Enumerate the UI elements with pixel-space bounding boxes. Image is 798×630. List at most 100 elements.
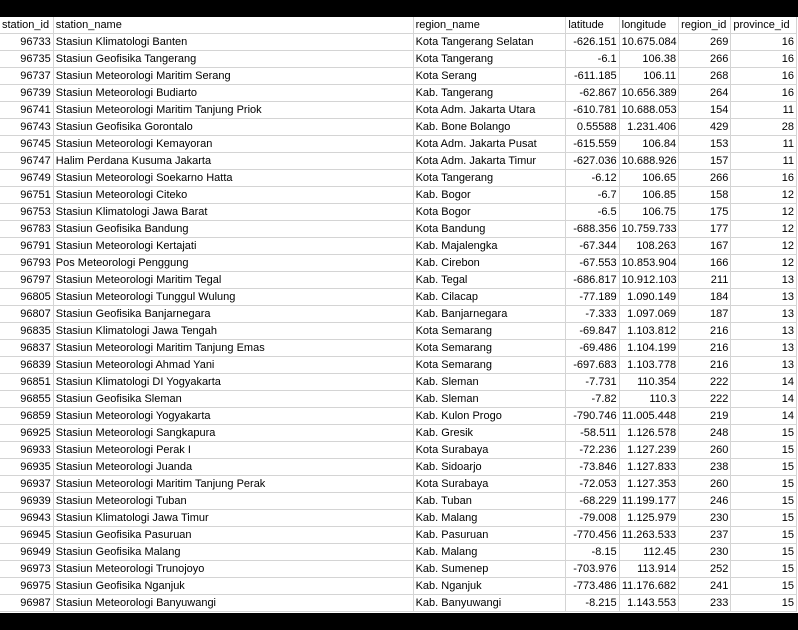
longitude-cell[interactable]: 108.263 [619,237,680,255]
station-id-cell[interactable]: 96735 [0,50,54,68]
longitude-cell[interactable]: 1.126.578 [619,424,680,442]
region-name-cell[interactable]: Kab. Kulon Progo [413,407,567,425]
latitude-cell[interactable]: -58.511 [565,424,620,442]
station-id-cell[interactable]: 96797 [0,271,54,289]
region-name-cell[interactable]: Kab. Bone Bolango [413,118,567,136]
region-name-cell[interactable]: Kota Adm. Jakarta Pusat [413,135,567,153]
region-name-cell[interactable]: Kab. Tangerang [413,84,567,102]
station-id-cell[interactable]: 96943 [0,509,54,527]
station-id-cell[interactable]: 96733 [0,33,54,51]
province-id-cell[interactable]: 15 [730,458,797,476]
latitude-cell[interactable]: -6.1 [565,50,620,68]
longitude-cell[interactable]: 110.354 [619,373,680,391]
region-name-cell[interactable]: Kab. Cilacap [413,288,567,306]
region-id-cell[interactable]: 216 [678,322,732,340]
region-id-cell[interactable]: 153 [678,135,732,153]
longitude-cell[interactable]: 106.85 [619,186,680,204]
header-longitude[interactable]: longitude [619,17,680,34]
station-id-cell[interactable]: 96749 [0,169,54,187]
station-id-cell[interactable]: 96945 [0,526,54,544]
longitude-cell[interactable]: 106.11 [619,67,680,85]
latitude-cell[interactable]: -77.189 [565,288,620,306]
province-id-cell[interactable]: 13 [730,339,797,357]
station-name-cell[interactable]: Stasiun Meteorologi Kemayoran [53,135,414,153]
province-id-cell[interactable]: 11 [730,135,797,153]
longitude-cell[interactable]: 113.914 [619,560,680,578]
station-name-cell[interactable]: Stasiun Meteorologi Maritim Tanjung Pera… [53,475,414,493]
station-name-cell[interactable]: Stasiun Meteorologi Tunggul Wulung [53,288,414,306]
region-id-cell[interactable]: 269 [678,33,732,51]
region-name-cell[interactable]: Kab. Banyuwangi [413,594,567,612]
region-name-cell[interactable]: Kab. Nganjuk [413,577,567,595]
station-name-cell[interactable]: Stasiun Meteorologi Citeko [53,186,414,204]
station-name-cell[interactable]: Stasiun Geofisika Pasuruan [53,526,414,544]
station-name-cell[interactable]: Stasiun Meteorologi Ahmad Yani [53,356,414,374]
region-id-cell[interactable]: 184 [678,288,732,306]
latitude-cell[interactable]: -7.731 [565,373,620,391]
region-id-cell[interactable]: 260 [678,475,732,493]
longitude-cell[interactable]: 10.675.084 [619,33,680,51]
region-name-cell[interactable]: Kab. Malang [413,509,567,527]
region-name-cell[interactable]: Kota Serang [413,67,567,85]
latitude-cell[interactable]: -703.976 [565,560,620,578]
latitude-cell[interactable]: -610.781 [565,101,620,119]
region-name-cell[interactable]: Kota Semarang [413,322,567,340]
region-name-cell[interactable]: Kab. Cirebon [413,254,567,272]
station-name-cell[interactable]: Stasiun Meteorologi Maritim Tegal [53,271,414,289]
province-id-cell[interactable]: 12 [730,237,797,255]
region-name-cell[interactable]: Kota Adm. Jakarta Timur [413,152,567,170]
station-name-cell[interactable]: Stasiun Geofisika Nganjuk [53,577,414,595]
region-id-cell[interactable]: 230 [678,543,732,561]
province-id-cell[interactable]: 15 [730,560,797,578]
station-id-cell[interactable]: 96987 [0,594,54,612]
longitude-cell[interactable]: 1.231.406 [619,118,680,136]
latitude-cell[interactable]: -688.356 [565,220,620,238]
header-region-id[interactable]: region_id [678,17,732,34]
station-id-cell[interactable]: 96973 [0,560,54,578]
region-name-cell[interactable]: Kab. Bogor [413,186,567,204]
station-name-cell[interactable]: Stasiun Geofisika Gorontalo [53,118,414,136]
latitude-cell[interactable]: -79.008 [565,509,620,527]
region-id-cell[interactable]: 252 [678,560,732,578]
station-name-cell[interactable]: Stasiun Geofisika Tangerang [53,50,414,68]
region-id-cell[interactable]: 222 [678,390,732,408]
longitude-cell[interactable]: 1.090.149 [619,288,680,306]
longitude-cell[interactable]: 1.103.778 [619,356,680,374]
latitude-cell[interactable]: -8.215 [565,594,620,612]
region-id-cell[interactable]: 230 [678,509,732,527]
region-id-cell[interactable]: 248 [678,424,732,442]
region-name-cell[interactable]: Kota Tangerang [413,169,567,187]
region-id-cell[interactable]: 177 [678,220,732,238]
region-id-cell[interactable]: 233 [678,594,732,612]
region-name-cell[interactable]: Kota Surabaya [413,441,567,459]
station-id-cell[interactable]: 96851 [0,373,54,391]
station-id-cell[interactable]: 96807 [0,305,54,323]
province-id-cell[interactable]: 11 [730,101,797,119]
latitude-cell[interactable]: -7.333 [565,305,620,323]
station-name-cell[interactable]: Stasiun Meteorologi Sangkapura [53,424,414,442]
longitude-cell[interactable]: 11.005.448 [619,407,680,425]
region-id-cell[interactable]: 222 [678,373,732,391]
region-name-cell[interactable]: Kab. Gresik [413,424,567,442]
station-id-cell[interactable]: 96939 [0,492,54,510]
header-latitude[interactable]: latitude [565,17,620,34]
station-name-cell[interactable]: Stasiun Geofisika Bandung [53,220,414,238]
station-id-cell[interactable]: 96739 [0,84,54,102]
province-id-cell[interactable]: 15 [730,509,797,527]
latitude-cell[interactable]: -8.15 [565,543,620,561]
station-name-cell[interactable]: Stasiun Geofisika Sleman [53,390,414,408]
station-id-cell[interactable]: 96791 [0,237,54,255]
region-id-cell[interactable]: 264 [678,84,732,102]
station-name-cell[interactable]: Stasiun Meteorologi Budiarto [53,84,414,102]
latitude-cell[interactable]: -7.82 [565,390,620,408]
longitude-cell[interactable]: 112.45 [619,543,680,561]
station-name-cell[interactable]: Stasiun Meteorologi Maritim Tanjung Prio… [53,101,414,119]
station-name-cell[interactable]: Halim Perdana Kusuma Jakarta [53,152,414,170]
province-id-cell[interactable]: 11 [730,152,797,170]
station-id-cell[interactable]: 96949 [0,543,54,561]
longitude-cell[interactable]: 10.912.103 [619,271,680,289]
longitude-cell[interactable]: 10.688.926 [619,152,680,170]
latitude-cell[interactable]: -773.486 [565,577,620,595]
header-station-id[interactable]: station_id [0,17,54,34]
region-id-cell[interactable]: 429 [678,118,732,136]
